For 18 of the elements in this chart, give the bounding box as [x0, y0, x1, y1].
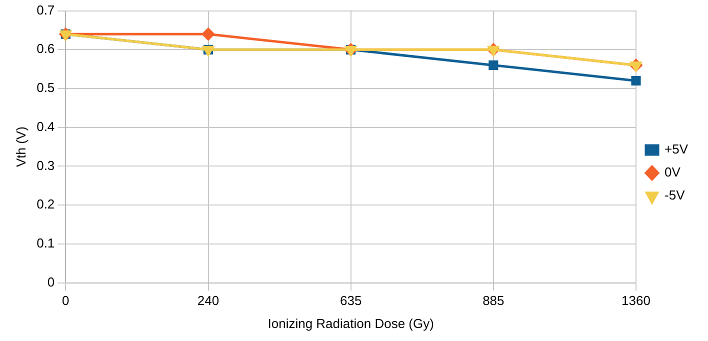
- x-tick-label: 635: [340, 293, 362, 308]
- x-axis-title: Ionizing Radiation Dose (Gy): [268, 316, 434, 331]
- x-tick-label: 885: [482, 293, 504, 308]
- y-tick-label: 0.2: [36, 196, 55, 212]
- legend-label: -5V: [664, 188, 686, 203]
- legend-label: 0V: [664, 164, 681, 180]
- y-tick-label: 0.4: [36, 118, 55, 134]
- y-tick-label: 0.5: [36, 80, 55, 96]
- y-tick-label: 0.6: [36, 41, 55, 56]
- y-tick-label: 0: [47, 274, 55, 290]
- y-tick-label: 0.7: [36, 2, 55, 18]
- legend-label: +5V: [664, 142, 688, 157]
- y-axis-title: Vth (V): [13, 126, 28, 168]
- x-tick-label: 0: [62, 293, 70, 308]
- x-tick-label: 240: [197, 293, 220, 308]
- y-tick-label: 0.3: [36, 158, 55, 173]
- y-tick-label: 0.1: [36, 236, 55, 251]
- x-tick-label: 1360: [622, 293, 650, 308]
